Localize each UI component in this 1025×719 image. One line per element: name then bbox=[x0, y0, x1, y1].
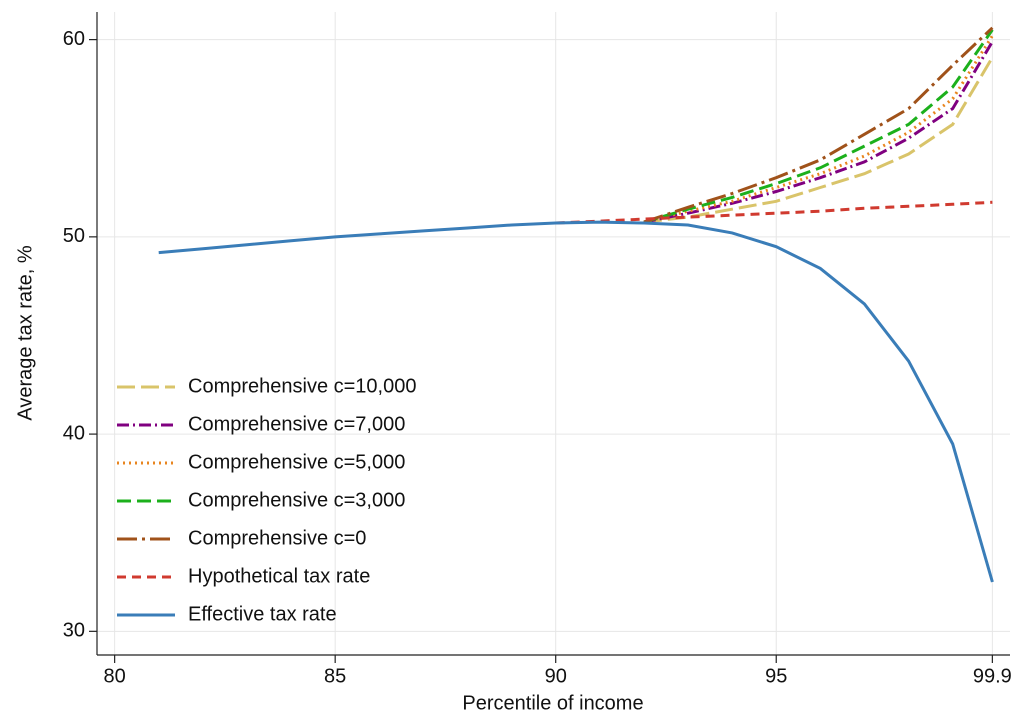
x-tick-label: 80 bbox=[104, 665, 126, 687]
legend-label: Hypothetical tax rate bbox=[188, 565, 370, 587]
legend-label: Effective tax rate bbox=[188, 603, 337, 625]
series-line bbox=[643, 56, 994, 224]
x-tick-label: 99.9 bbox=[973, 665, 1012, 687]
x-tick-label: 90 bbox=[545, 665, 567, 687]
series-line bbox=[555, 200, 993, 225]
y-axis-title: Average tax rate, % bbox=[14, 245, 36, 421]
series-line bbox=[643, 34, 994, 224]
legend-label: Comprehensive c=5,000 bbox=[188, 451, 405, 473]
series-line bbox=[158, 220, 994, 583]
series-line bbox=[643, 40, 994, 224]
series-line bbox=[643, 28, 994, 224]
x-tick-label: 85 bbox=[324, 665, 346, 687]
series-line bbox=[643, 26, 994, 224]
y-tick-label: 50 bbox=[63, 225, 85, 247]
y-tick-label: 40 bbox=[63, 422, 85, 444]
legend-label: Comprehensive c=0 bbox=[188, 527, 366, 549]
legend-label: Comprehensive c=3,000 bbox=[188, 489, 405, 511]
x-tick-label: 95 bbox=[765, 665, 787, 687]
legend-label: Comprehensive c=7,000 bbox=[188, 413, 405, 435]
y-tick-label: 30 bbox=[63, 620, 85, 642]
legend-label: Comprehensive c=10,000 bbox=[188, 375, 416, 397]
x-axis-title: Percentile of income bbox=[462, 692, 643, 714]
y-tick-label: 60 bbox=[63, 28, 85, 50]
